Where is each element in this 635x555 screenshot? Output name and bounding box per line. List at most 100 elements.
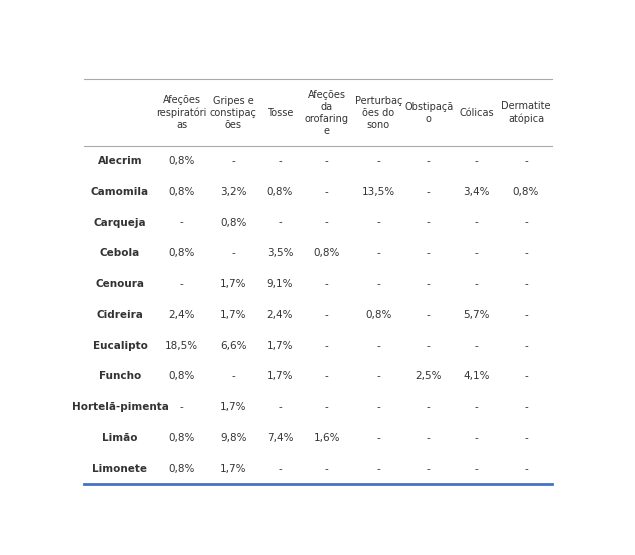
Text: 3,4%: 3,4%	[464, 187, 490, 197]
Text: 1,7%: 1,7%	[267, 371, 293, 381]
Text: 3,2%: 3,2%	[220, 187, 246, 197]
Text: -: -	[324, 464, 328, 474]
Text: -: -	[524, 310, 528, 320]
Text: -: -	[324, 341, 328, 351]
Text: 0,8%: 0,8%	[168, 187, 195, 197]
Text: 7,4%: 7,4%	[267, 433, 293, 443]
Text: Dermatite
atópica: Dermatite atópica	[501, 101, 551, 124]
Text: -: -	[377, 248, 380, 258]
Text: -: -	[524, 279, 528, 289]
Text: -: -	[475, 248, 479, 258]
Text: -: -	[427, 218, 431, 228]
Text: -: -	[377, 218, 380, 228]
Text: -: -	[427, 341, 431, 351]
Text: -: -	[427, 402, 431, 412]
Text: 4,1%: 4,1%	[464, 371, 490, 381]
Text: 3,5%: 3,5%	[267, 248, 293, 258]
Text: 0,8%: 0,8%	[168, 433, 195, 443]
Text: -: -	[427, 187, 431, 197]
Text: Cólicas: Cólicas	[460, 108, 494, 118]
Text: Tosse: Tosse	[267, 108, 293, 118]
Text: 9,1%: 9,1%	[267, 279, 293, 289]
Text: -: -	[377, 341, 380, 351]
Text: Funcho: Funcho	[99, 371, 141, 381]
Text: -: -	[278, 156, 282, 166]
Text: -: -	[324, 310, 328, 320]
Text: -: -	[475, 341, 479, 351]
Text: -: -	[377, 402, 380, 412]
Text: Perturbaç
ões do
sono: Perturbaç ões do sono	[355, 95, 402, 129]
Text: -: -	[475, 279, 479, 289]
Text: -: -	[427, 156, 431, 166]
Text: 0,8%: 0,8%	[365, 310, 392, 320]
Text: -: -	[377, 156, 380, 166]
Text: -: -	[524, 371, 528, 381]
Text: Alecrim: Alecrim	[98, 156, 142, 166]
Text: -: -	[427, 248, 431, 258]
Text: Cebola: Cebola	[100, 248, 140, 258]
Text: 0,8%: 0,8%	[220, 218, 246, 228]
Text: 1,7%: 1,7%	[220, 464, 246, 474]
Text: -: -	[324, 218, 328, 228]
Text: -: -	[524, 433, 528, 443]
Text: -: -	[524, 156, 528, 166]
Text: 9,8%: 9,8%	[220, 433, 246, 443]
Text: Limonete: Limonete	[93, 464, 147, 474]
Text: 0,8%: 0,8%	[513, 187, 539, 197]
Text: 0,8%: 0,8%	[314, 248, 340, 258]
Text: 0,8%: 0,8%	[168, 156, 195, 166]
Text: -: -	[324, 156, 328, 166]
Text: -: -	[324, 279, 328, 289]
Text: -: -	[524, 341, 528, 351]
Text: 0,8%: 0,8%	[267, 187, 293, 197]
Text: -: -	[427, 433, 431, 443]
Text: -: -	[475, 218, 479, 228]
Text: Camomila: Camomila	[91, 187, 149, 197]
Text: 0,8%: 0,8%	[168, 371, 195, 381]
Text: Cidreira: Cidreira	[97, 310, 144, 320]
Text: -: -	[427, 310, 431, 320]
Text: -: -	[427, 464, 431, 474]
Text: 1,7%: 1,7%	[220, 279, 246, 289]
Text: -: -	[524, 248, 528, 258]
Text: -: -	[324, 187, 328, 197]
Text: Afeções
da
orofaring
e: Afeções da orofaring e	[305, 89, 349, 135]
Text: -: -	[524, 218, 528, 228]
Text: 0,8%: 0,8%	[168, 464, 195, 474]
Text: Hortelã-pimenta: Hortelã-pimenta	[72, 402, 168, 412]
Text: 1,7%: 1,7%	[220, 310, 246, 320]
Text: 0,8%: 0,8%	[168, 248, 195, 258]
Text: 1,7%: 1,7%	[267, 341, 293, 351]
Text: -: -	[475, 402, 479, 412]
Text: -: -	[324, 402, 328, 412]
Text: 13,5%: 13,5%	[362, 187, 395, 197]
Text: -: -	[524, 402, 528, 412]
Text: -: -	[377, 279, 380, 289]
Text: 2,5%: 2,5%	[415, 371, 442, 381]
Text: -: -	[278, 464, 282, 474]
Text: -: -	[231, 156, 235, 166]
Text: 2,4%: 2,4%	[267, 310, 293, 320]
Text: -: -	[475, 156, 479, 166]
Text: -: -	[377, 371, 380, 381]
Text: -: -	[231, 248, 235, 258]
Text: Afeções
respiratóri
as: Afeções respiratóri as	[156, 95, 206, 130]
Text: 2,4%: 2,4%	[168, 310, 195, 320]
Text: Eucalipto: Eucalipto	[93, 341, 147, 351]
Text: -: -	[524, 464, 528, 474]
Text: -: -	[475, 433, 479, 443]
Text: Cenoura: Cenoura	[95, 279, 145, 289]
Text: 1,6%: 1,6%	[314, 433, 340, 443]
Text: 5,7%: 5,7%	[464, 310, 490, 320]
Text: -: -	[231, 371, 235, 381]
Text: 6,6%: 6,6%	[220, 341, 246, 351]
Text: -: -	[180, 218, 184, 228]
Text: -: -	[324, 371, 328, 381]
Text: -: -	[475, 464, 479, 474]
Text: Limão: Limão	[102, 433, 138, 443]
Text: -: -	[278, 402, 282, 412]
Text: 18,5%: 18,5%	[165, 341, 198, 351]
Text: Carqueja: Carqueja	[94, 218, 146, 228]
Text: -: -	[377, 433, 380, 443]
Text: Obstipaçã
o: Obstipaçã o	[404, 102, 453, 124]
